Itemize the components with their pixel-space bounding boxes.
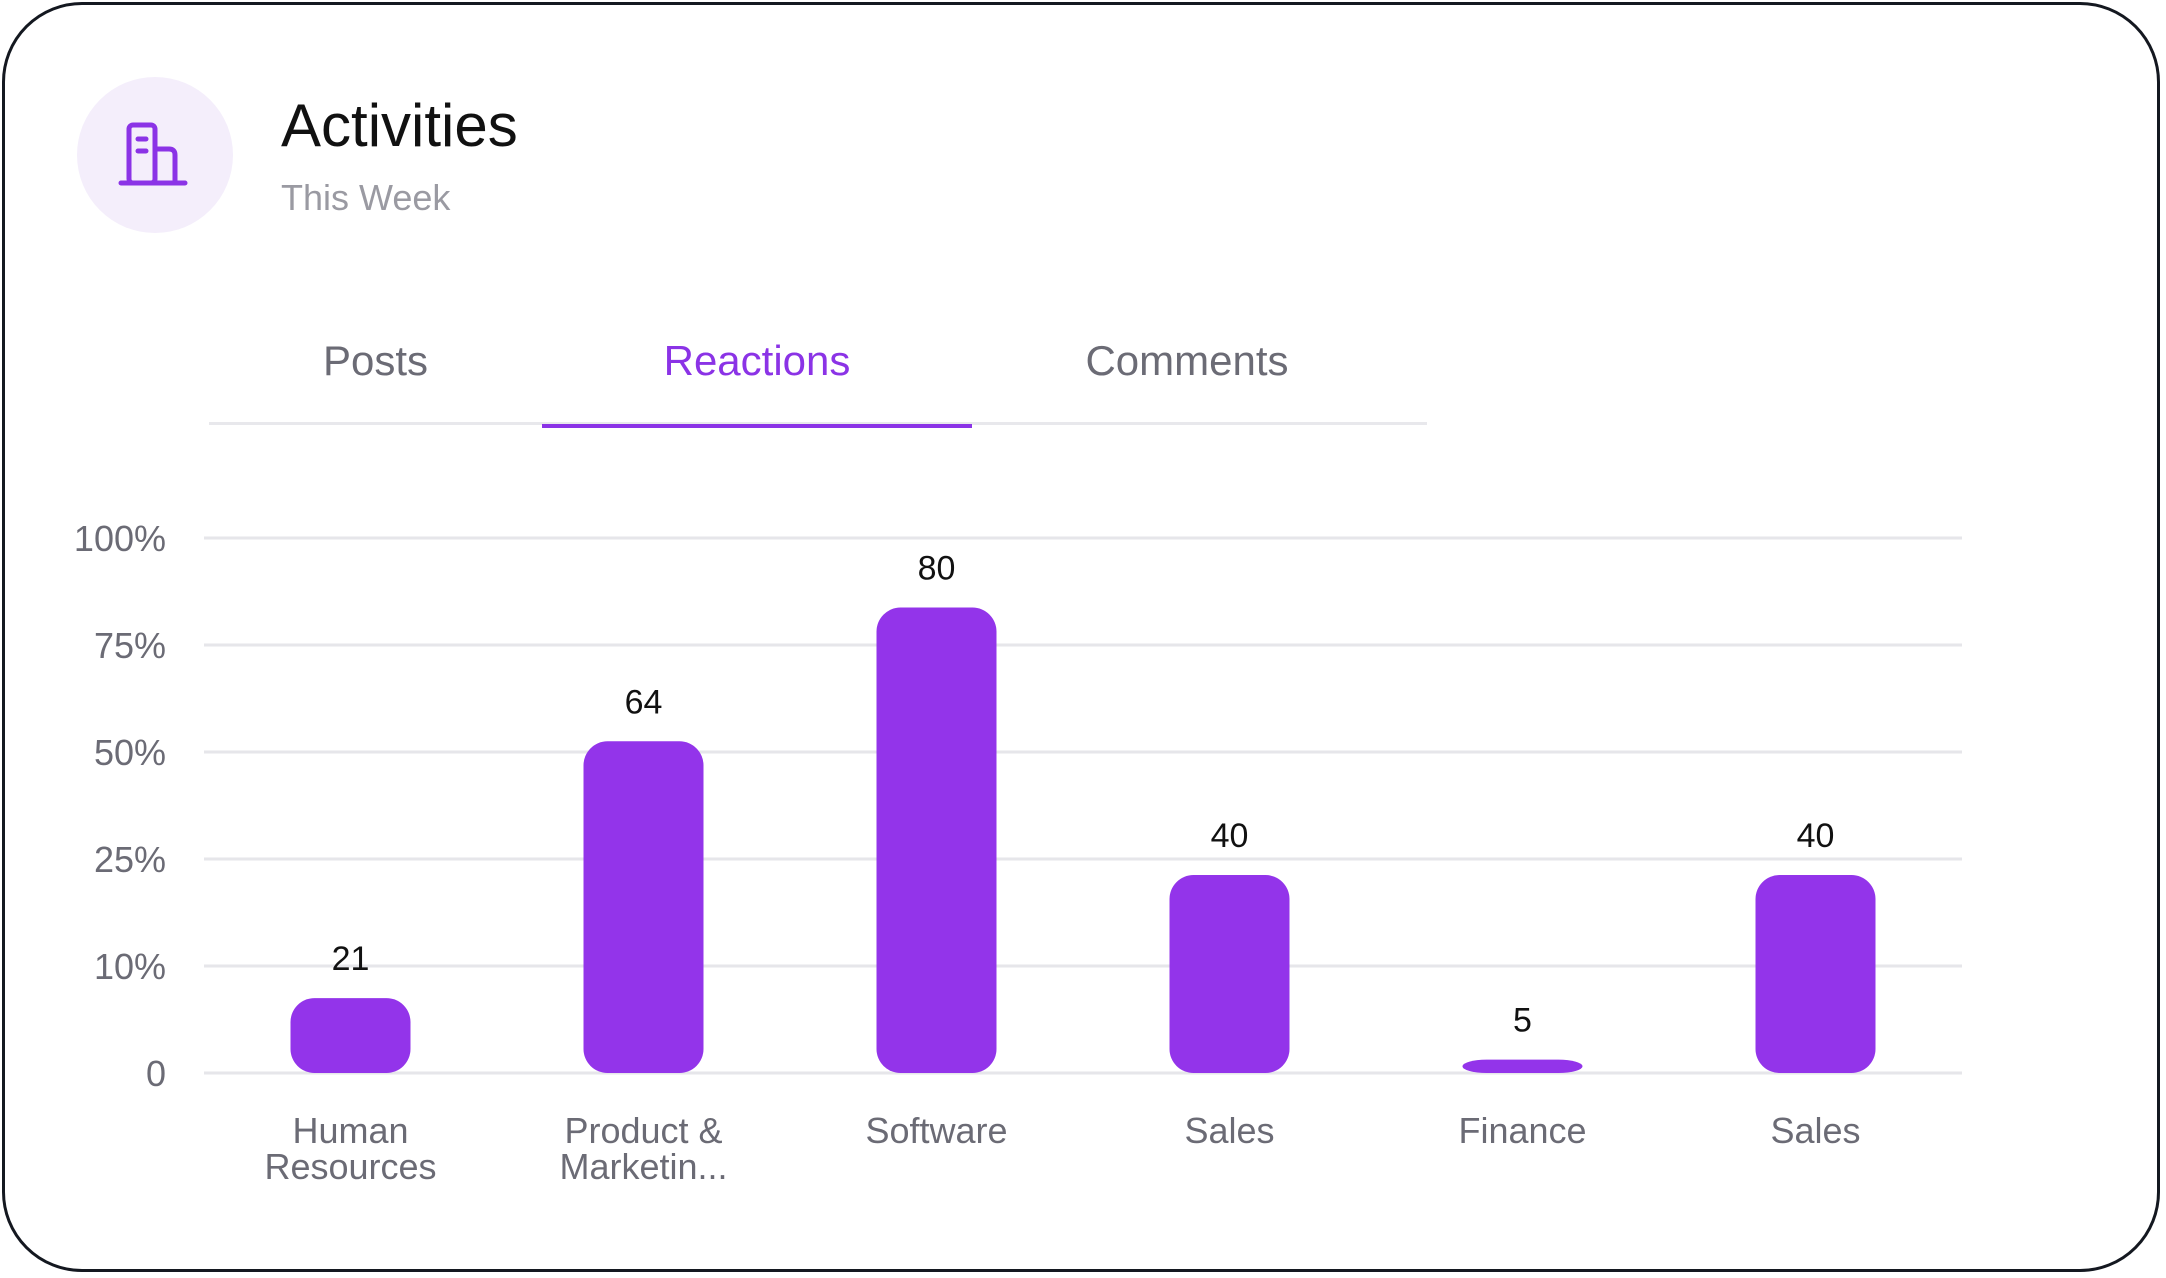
tab-comments[interactable]: Comments xyxy=(972,337,1402,425)
y-tick-label: 0 xyxy=(146,1053,166,1094)
bar xyxy=(1169,875,1290,1073)
x-tick-label: Human xyxy=(292,1110,408,1151)
tab-label: Reactions xyxy=(663,337,851,384)
data-label: 64 xyxy=(625,683,663,721)
building-icon xyxy=(118,122,188,186)
tab-reactions[interactable]: Reactions xyxy=(542,337,972,428)
y-tick-label: 10% xyxy=(94,946,166,987)
tab-label: Posts xyxy=(322,337,429,384)
card-subtitle: This Week xyxy=(281,177,451,218)
bar xyxy=(876,607,997,1073)
y-tick-label: 75% xyxy=(94,625,166,666)
data-label: 21 xyxy=(332,940,370,978)
x-tick-label: Finance xyxy=(1458,1110,1586,1151)
bar xyxy=(290,998,411,1073)
x-tick-label: Software xyxy=(865,1110,1007,1151)
data-label: 5 xyxy=(1513,1002,1532,1040)
x-tick-label: Product & xyxy=(564,1110,722,1151)
x-tick-label: Resources xyxy=(264,1146,436,1187)
y-tick-label: 25% xyxy=(94,839,166,880)
bar xyxy=(1755,875,1876,1073)
x-tick-label: Marketin... xyxy=(559,1146,727,1187)
bar xyxy=(583,741,704,1073)
icon-badge xyxy=(77,77,233,233)
card-title: Activities xyxy=(281,92,518,159)
data-label: 40 xyxy=(1797,817,1835,855)
y-tick-label: 100% xyxy=(74,518,166,559)
bar xyxy=(1462,1059,1583,1073)
tab-baseline xyxy=(209,422,1427,425)
tab-label: Comments xyxy=(1085,337,1289,384)
tab-posts[interactable]: Posts xyxy=(209,337,542,425)
tab-bar: Posts Reactions Comments xyxy=(209,325,1427,428)
data-label: 40 xyxy=(1211,817,1249,855)
y-tick-label: 50% xyxy=(94,732,166,773)
x-tick-label: Sales xyxy=(1770,1110,1860,1151)
tab-active-underline xyxy=(542,424,972,428)
data-label: 80 xyxy=(918,550,956,588)
x-tick-label: Sales xyxy=(1184,1110,1274,1151)
